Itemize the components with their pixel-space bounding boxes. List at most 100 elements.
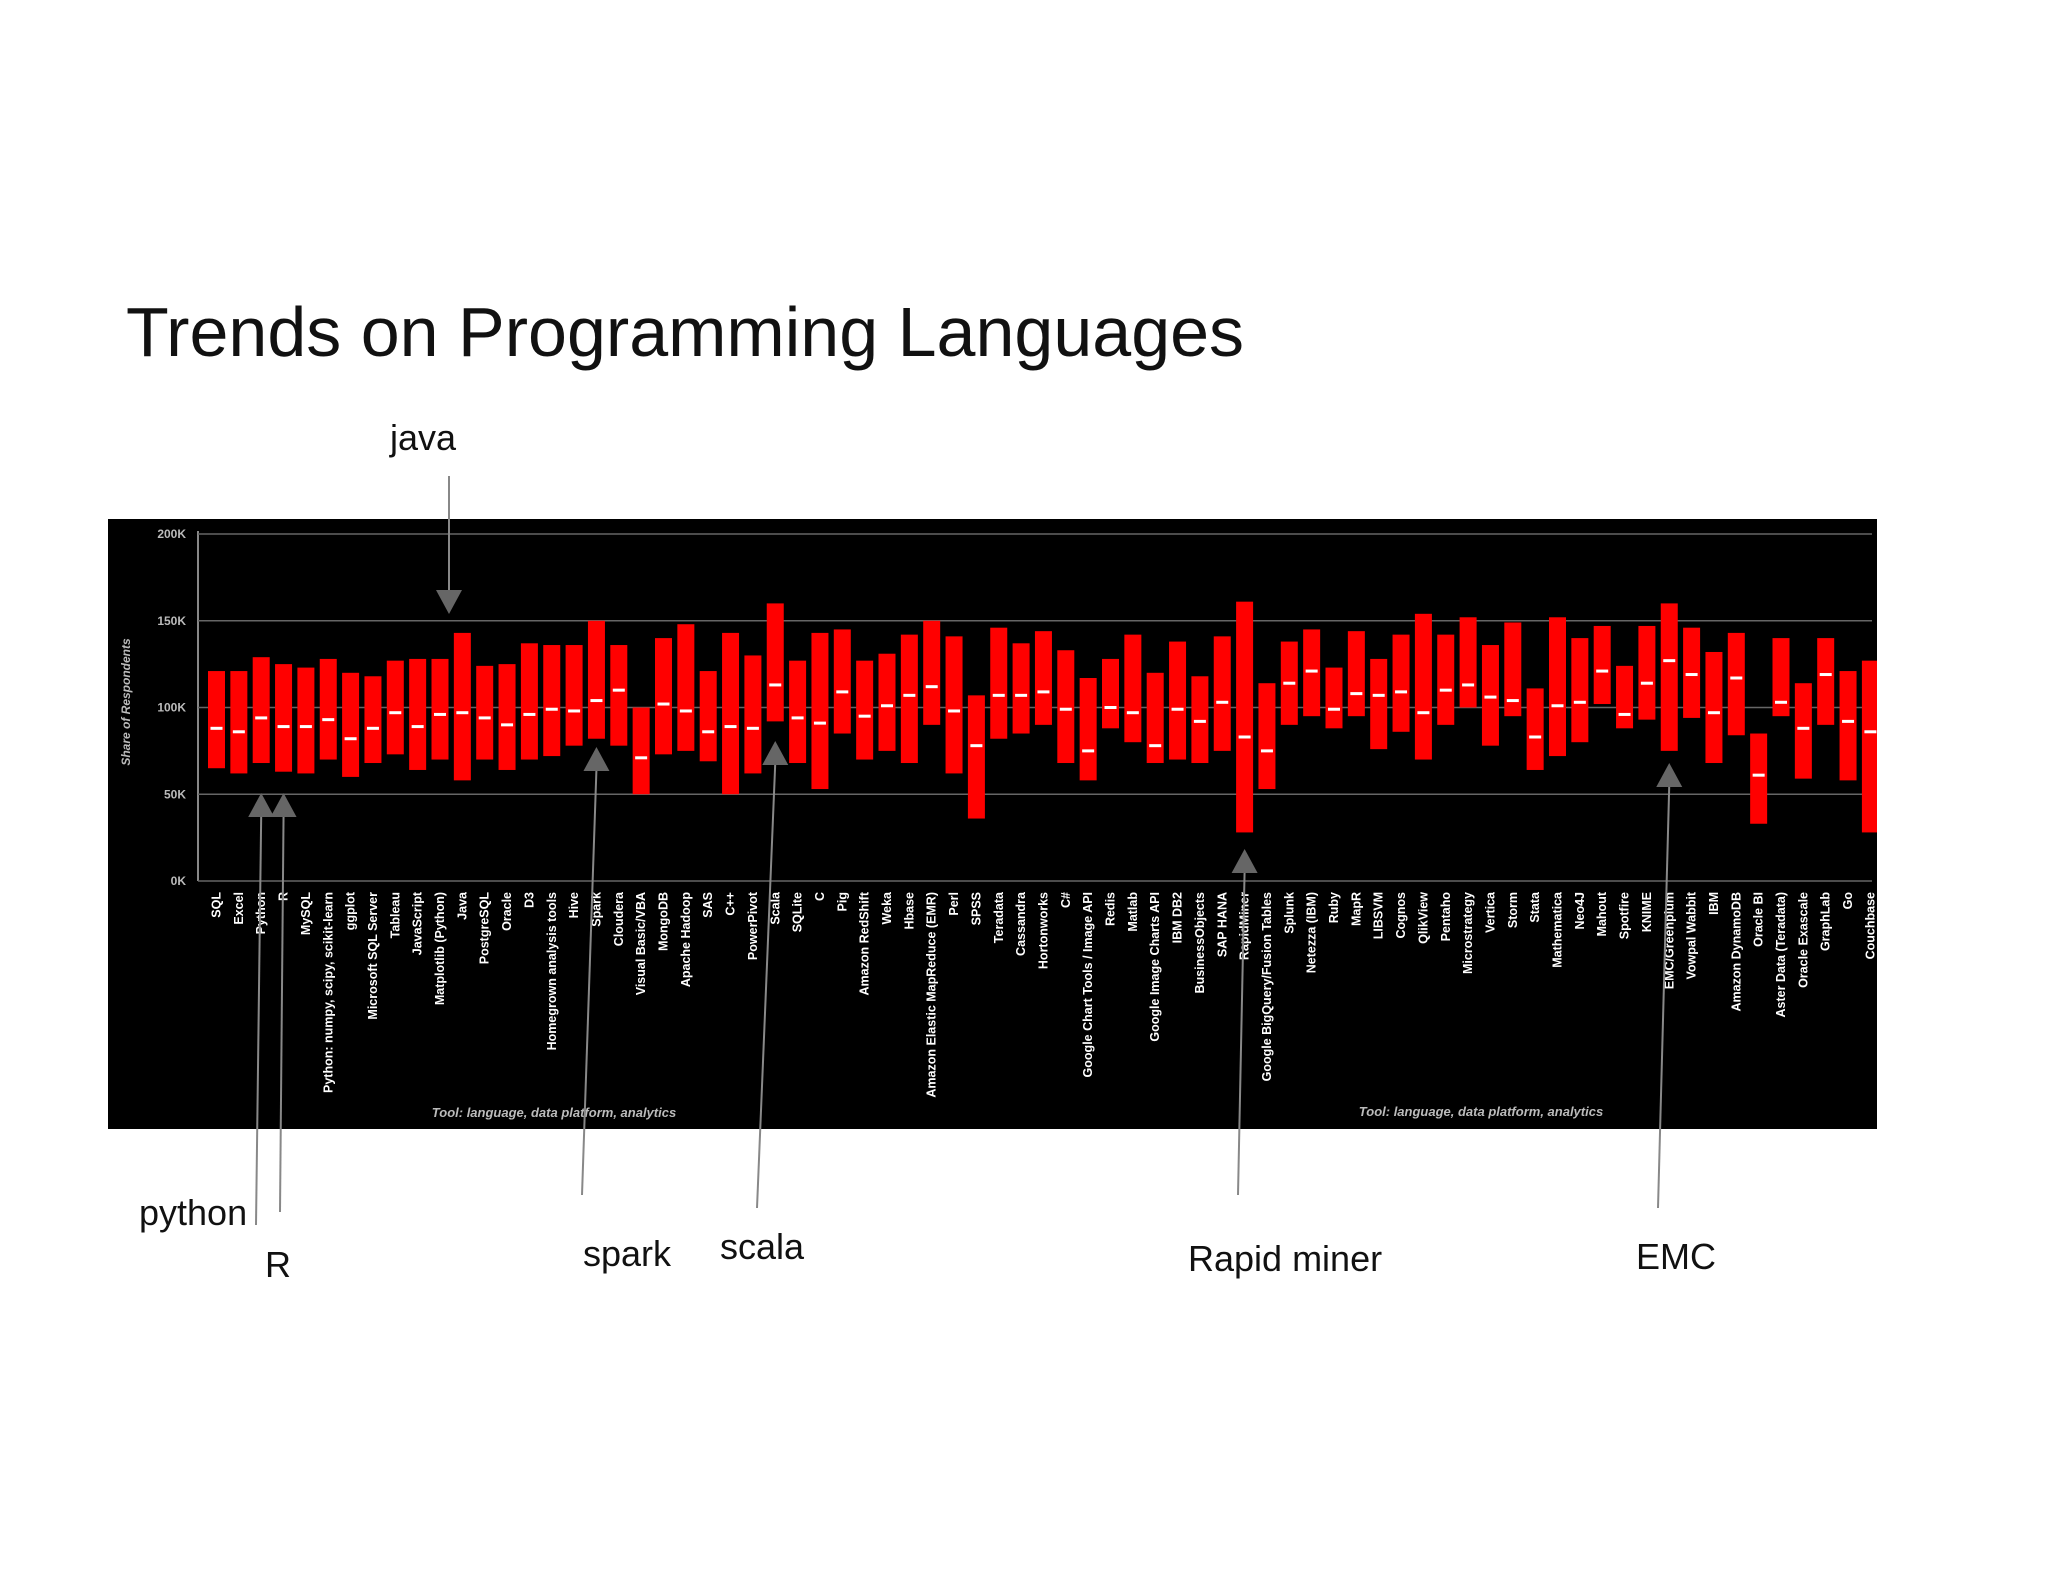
range-bar (1660, 603, 1678, 751)
median-mark (992, 693, 1005, 697)
range-bar (252, 657, 270, 764)
category-label: IBM DB2 (1171, 892, 1185, 943)
median-mark (1752, 773, 1765, 777)
median-mark (858, 714, 871, 718)
range-bar (923, 620, 941, 725)
y-tick-label: 100K (157, 701, 186, 715)
range-bar (1191, 676, 1209, 764)
category-label: Couchbase (1863, 892, 1877, 959)
category-label: Matlab (1126, 892, 1140, 932)
range-bar (1347, 631, 1365, 717)
median-mark (232, 730, 245, 734)
category-label: MongoDB (657, 892, 671, 951)
range-bar (655, 638, 672, 755)
range-bar (1146, 672, 1164, 764)
median-mark (813, 721, 826, 725)
median-mark (1260, 749, 1273, 753)
annotation-rapid-miner: Rapid miner (1188, 1238, 1383, 1279)
median-mark (1707, 711, 1720, 715)
median-mark (1104, 706, 1117, 709)
median-mark (948, 709, 961, 713)
median-mark (344, 737, 357, 741)
range-bar (1616, 665, 1634, 729)
category-label: Oracle Exascale (1796, 892, 1810, 988)
category-label: Microstrategy (1461, 892, 1475, 974)
median-mark (1529, 735, 1542, 739)
median-mark (1126, 711, 1139, 715)
range-bar (990, 627, 1008, 739)
median-mark (724, 725, 737, 729)
range-bar (431, 658, 449, 760)
category-label: Stata (1528, 891, 1542, 923)
category-label: Pentaho (1439, 892, 1453, 942)
category-label: C# (1059, 892, 1073, 908)
range-bar (1459, 617, 1477, 708)
category-label: C++ (724, 892, 738, 916)
median-layer (210, 659, 1877, 777)
annotation-spark: spark (583, 1233, 672, 1274)
range-chart: 0K 50K 100K 150K 200K Share of Respondents S… (119, 527, 1877, 1120)
range-bar (1370, 658, 1388, 750)
category-label: C (813, 892, 827, 901)
median-mark (1059, 707, 1072, 711)
range-bar (1258, 683, 1276, 790)
median-mark (1730, 676, 1743, 680)
median-mark (903, 693, 916, 697)
median-mark (1618, 712, 1631, 716)
range-bar (1638, 625, 1656, 720)
range-bar (1057, 650, 1075, 764)
range-bar (1437, 634, 1455, 725)
median-mark (1797, 726, 1810, 730)
median-mark (545, 707, 558, 711)
category-label: Amazon Elastic MapReduce (EMR) (925, 892, 939, 1098)
median-mark (881, 704, 893, 708)
y-tick-label: 0K (171, 874, 187, 888)
median-mark (1037, 690, 1050, 694)
category-label: Mahout (1595, 891, 1609, 936)
range-bar (319, 658, 337, 760)
range-bar (789, 660, 807, 764)
median-mark (612, 688, 625, 692)
category-label: Teradata (992, 891, 1006, 943)
annotation-java: java (390, 417, 457, 458)
range-bar (1817, 638, 1835, 725)
range-bar (342, 672, 360, 777)
median-mark (1193, 719, 1206, 723)
category-label: Oracle (500, 892, 514, 931)
range-bar (632, 707, 650, 795)
median-mark (746, 726, 759, 730)
median-mark (501, 723, 514, 727)
median-mark (970, 744, 983, 748)
range-bar (856, 660, 874, 760)
y-tick-label: 50K (164, 787, 186, 801)
median-mark (1663, 659, 1676, 663)
category-label: Scala (768, 891, 782, 925)
category-label: Weka (880, 891, 894, 924)
category-label: MySQL (299, 892, 313, 935)
range-bar (1481, 645, 1499, 746)
median-mark (299, 725, 312, 729)
range-bar (1392, 634, 1410, 732)
median-mark (1372, 693, 1385, 697)
range-bar (811, 632, 829, 790)
range-bar (610, 645, 628, 746)
category-label: Oracle BI (1752, 892, 1766, 947)
category-label: Amazon RedShift (858, 891, 872, 995)
category-label: Cassandra (1014, 891, 1028, 956)
median-mark (1328, 707, 1340, 711)
range-bar (1727, 632, 1745, 736)
category-label: Aster Data (Teradata) (1774, 892, 1788, 1018)
median-mark (1640, 681, 1653, 685)
category-label: Spotfire (1618, 892, 1632, 939)
range-bar (722, 632, 740, 795)
category-label: ggplot (344, 891, 358, 930)
range-bar (498, 664, 516, 770)
median-mark (590, 699, 603, 703)
median-mark (1149, 744, 1162, 748)
category-label: GraphLab (1819, 892, 1833, 951)
category-label: Homegrown analysis tools (545, 892, 559, 1050)
range-bar (297, 667, 315, 774)
range-bar (409, 658, 427, 770)
category-label: Storm (1506, 892, 1520, 928)
category-label: PostgreSQL (478, 892, 492, 965)
